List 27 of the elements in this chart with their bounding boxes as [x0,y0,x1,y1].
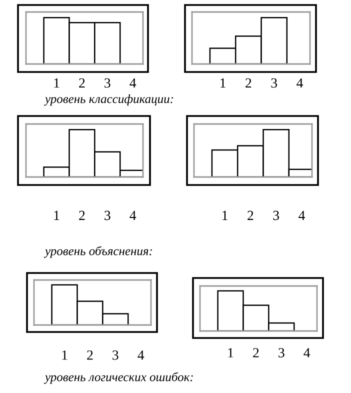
x-tick-label: 3 [271,78,278,88]
x-tick-label: 4 [138,350,144,360]
x-tick-label: 4 [130,210,136,220]
x-tick-label: 2 [248,210,254,220]
text: уровень объяснения: [44,246,152,258]
x-tick-label: 4 [304,348,310,358]
x-tick-label: 1 [54,210,60,220]
x-tick-label: 3 [273,210,280,220]
x-tick-label: 4 [130,78,136,88]
x-tick-label: 2 [79,78,85,88]
x-tick-label: 3 [104,78,110,88]
x-tick-label: 3 [278,348,284,358]
x-tick-label: 4 [298,210,305,220]
x-tick-label: 2 [253,348,259,358]
x-tick-label: 1 [228,348,234,358]
x-tick-label: 2 [79,210,85,220]
x-tick-label: 1 [62,350,68,360]
x-tick-label: 2 [246,78,252,88]
x-tick-label: 4 [296,78,303,88]
x-tick-label: 3 [104,210,110,220]
text: уровень логических ошибок: [44,372,193,384]
text: уровень классификации: [44,94,173,106]
x-tick-label: 2 [87,350,93,360]
x-tick-label: 1 [220,78,226,88]
x-tick-label: 3 [112,350,118,360]
x-tick-label: 1 [222,210,228,220]
x-tick-label: 1 [54,78,60,88]
